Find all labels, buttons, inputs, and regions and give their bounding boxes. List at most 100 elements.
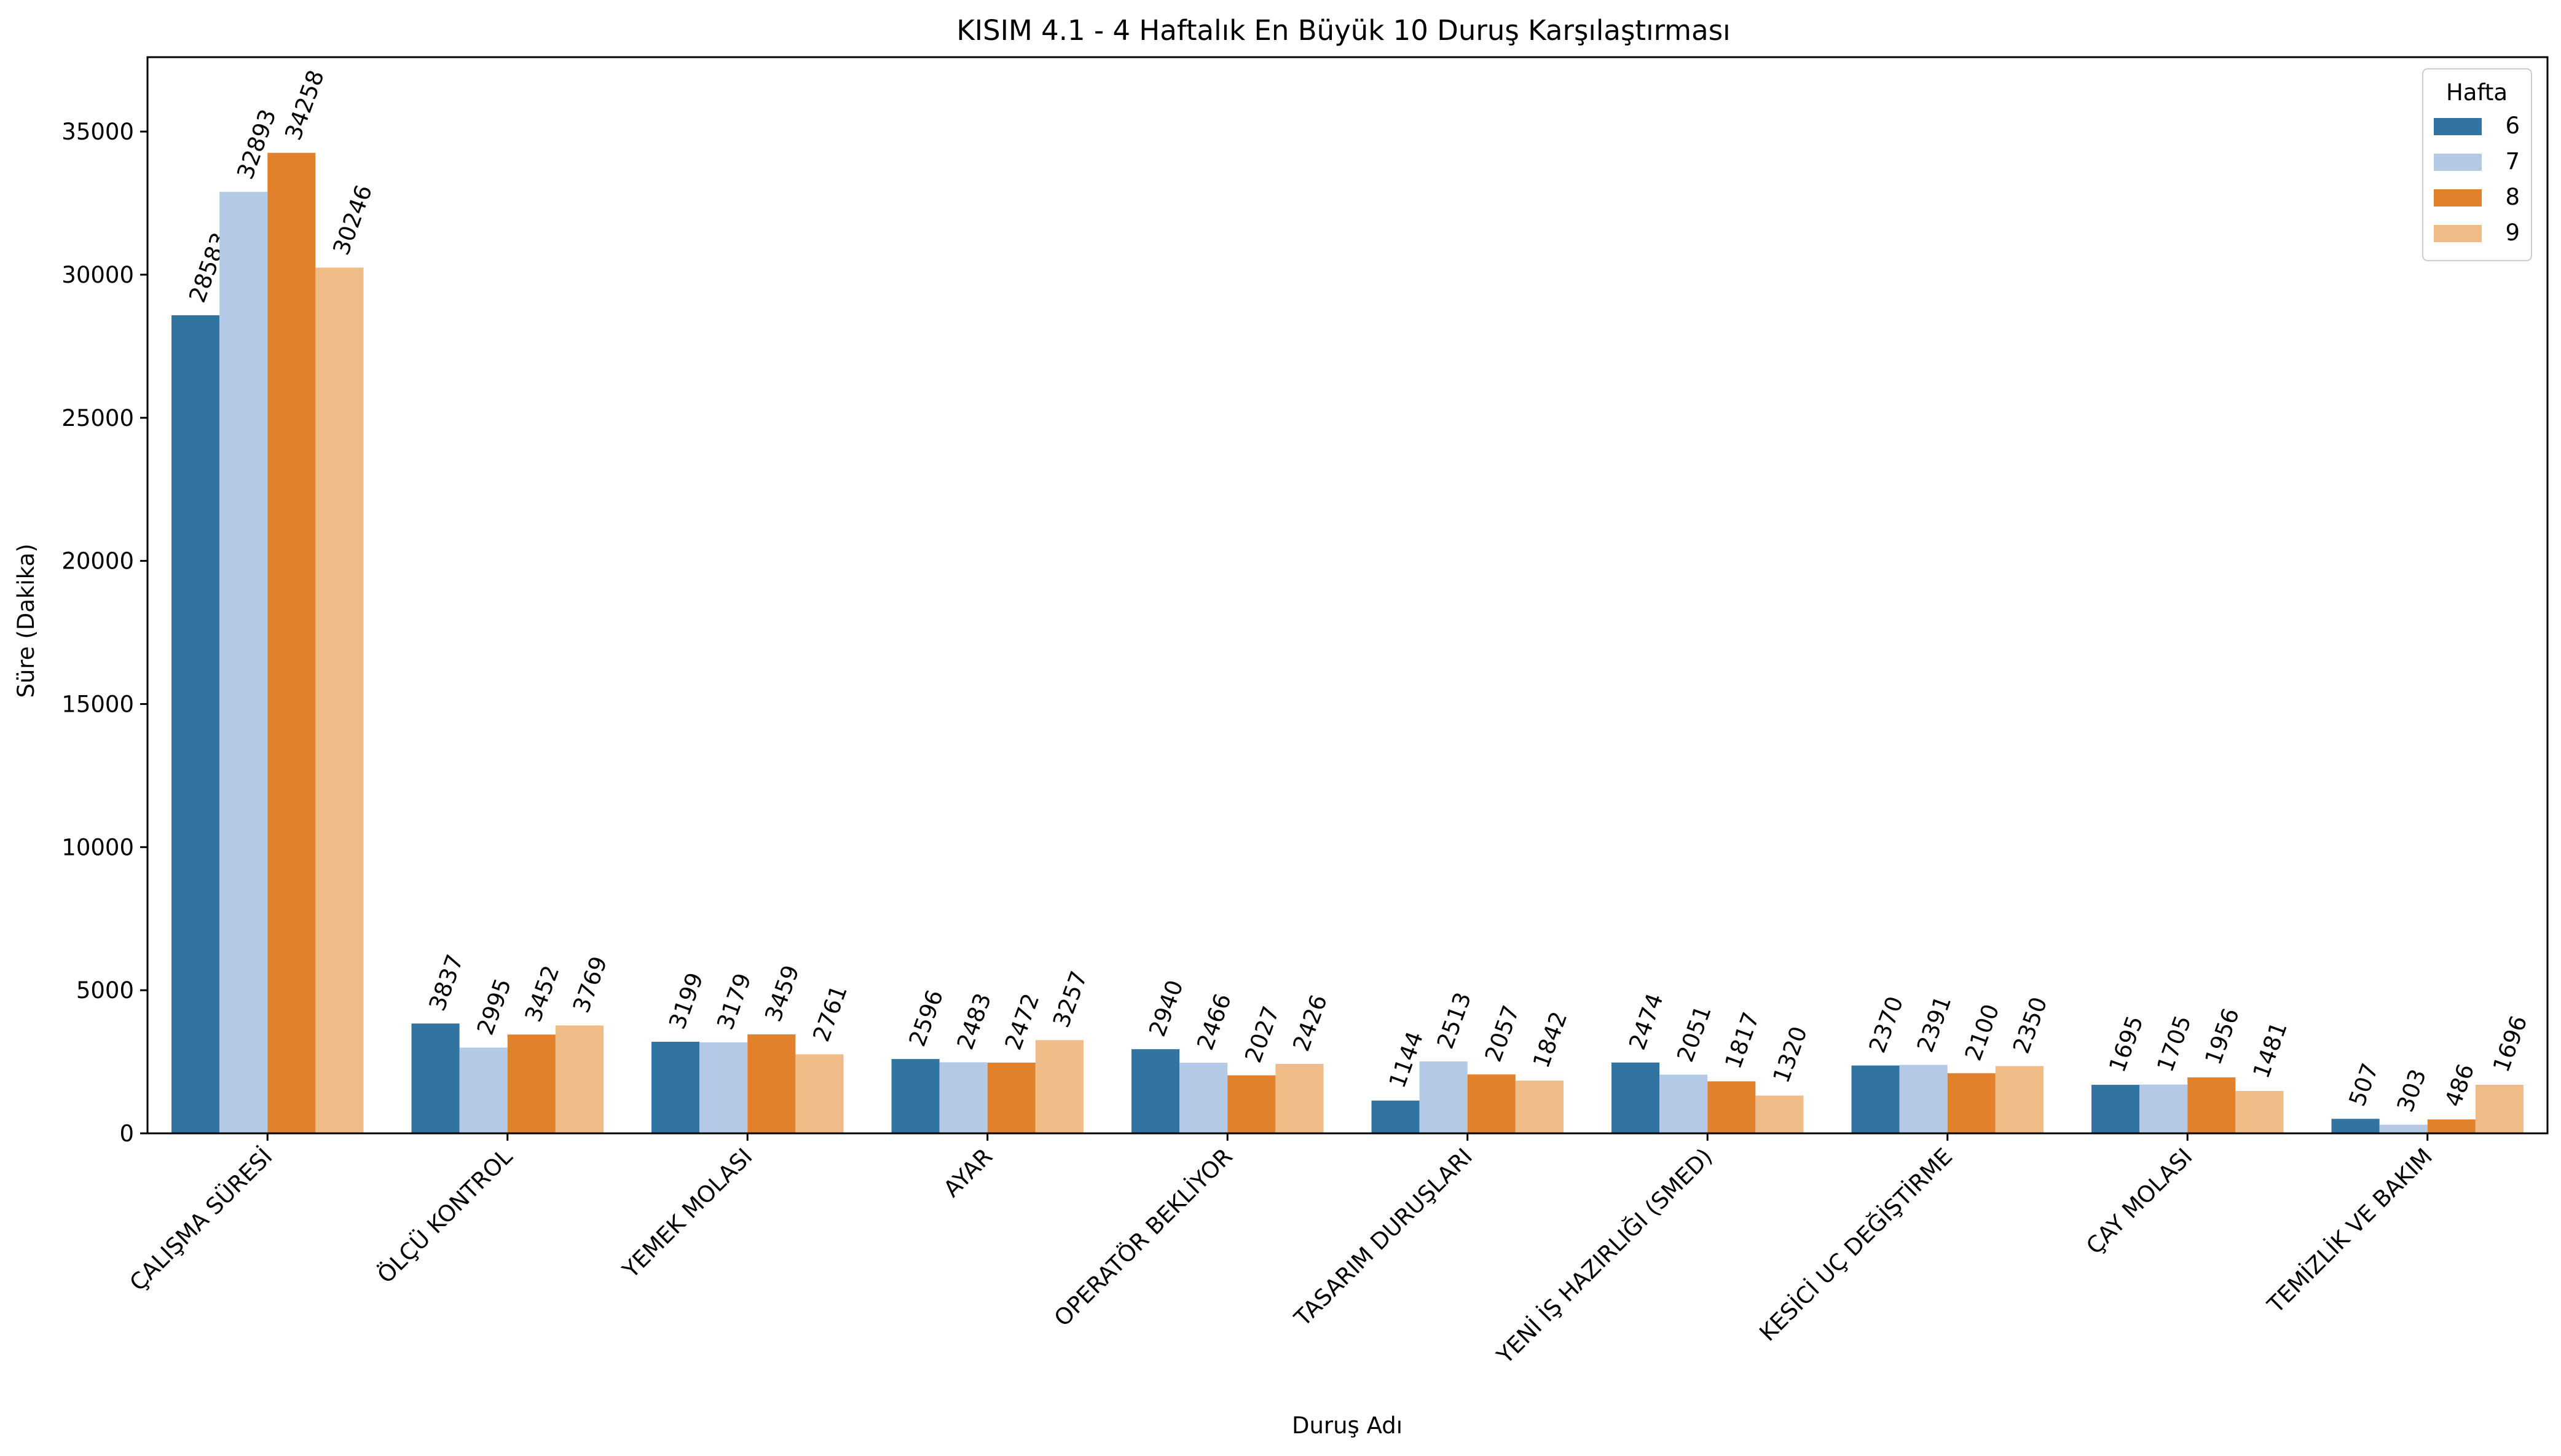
y-tick-label: 10000 bbox=[61, 834, 134, 860]
bar bbox=[507, 1034, 556, 1133]
bar bbox=[2475, 1085, 2524, 1133]
bar bbox=[267, 152, 316, 1134]
bar-value-label: 2027 bbox=[1240, 1002, 1284, 1066]
x-tick-label: AYAR bbox=[938, 1143, 997, 1202]
bar bbox=[1851, 1065, 1900, 1133]
bar-value-label: 3769 bbox=[568, 953, 613, 1016]
bar bbox=[651, 1042, 700, 1133]
legend-title: Hafta bbox=[2446, 79, 2508, 106]
y-tick-label: 30000 bbox=[61, 262, 134, 288]
bar bbox=[1947, 1073, 1996, 1133]
bar-value-label: 3257 bbox=[1048, 967, 1093, 1031]
y-tick-label: 0 bbox=[119, 1120, 134, 1147]
bar bbox=[1995, 1066, 2044, 1133]
bar bbox=[939, 1062, 988, 1133]
bar bbox=[171, 315, 220, 1133]
bar bbox=[891, 1059, 940, 1133]
bar bbox=[1035, 1040, 1084, 1133]
y-tick-label: 25000 bbox=[61, 405, 134, 431]
legend-swatch bbox=[2434, 118, 2482, 135]
bar-value-label: 1956 bbox=[2200, 1005, 2244, 1068]
legend-entry-label: 8 bbox=[2505, 184, 2520, 210]
bar-value-label: 2051 bbox=[1672, 1002, 1717, 1065]
bar bbox=[1899, 1064, 1948, 1133]
bar bbox=[1611, 1062, 1660, 1133]
bar-value-label: 2483 bbox=[952, 990, 997, 1053]
bar-value-label: 303 bbox=[2392, 1066, 2432, 1116]
bar-value-label: 3452 bbox=[520, 962, 565, 1025]
bar-value-label: 30246 bbox=[328, 181, 377, 258]
bar bbox=[2139, 1084, 2188, 1133]
bar-value-label: 1481 bbox=[2248, 1018, 2292, 1082]
plot-frame bbox=[146, 56, 2549, 1135]
bar bbox=[1419, 1061, 1468, 1133]
y-tick-label: 15000 bbox=[61, 691, 134, 717]
bar bbox=[1131, 1049, 1180, 1133]
x-tick-label: TASARIM DURUŞLARI bbox=[1289, 1143, 1477, 1332]
bar-value-label: 2474 bbox=[1624, 990, 1669, 1053]
x-axis-title: Duruş Adı bbox=[1292, 1412, 1402, 1439]
x-tick-label: ÖLÇÜ KONTROL bbox=[372, 1143, 518, 1289]
bar bbox=[315, 267, 364, 1134]
bar bbox=[555, 1025, 604, 1133]
bar bbox=[411, 1023, 460, 1133]
legend-swatch bbox=[2434, 225, 2482, 242]
x-tick-label: ÇALIŞMA SÜRESİ bbox=[125, 1143, 278, 1296]
bar bbox=[219, 192, 268, 1134]
bar bbox=[747, 1034, 796, 1133]
bar-value-label: 3179 bbox=[712, 970, 757, 1033]
bar-value-label: 2350 bbox=[2008, 993, 2053, 1057]
bar bbox=[1515, 1080, 1564, 1133]
bar bbox=[459, 1047, 508, 1133]
bar bbox=[1755, 1095, 1804, 1133]
bar-value-label: 2466 bbox=[1192, 990, 1237, 1053]
bar bbox=[795, 1054, 844, 1133]
bar-value-label: 2940 bbox=[1144, 977, 1189, 1040]
bar-value-label: 1320 bbox=[1768, 1023, 1812, 1086]
chart-title: KISIM 4.1 - 4 Haftalık En Büyük 10 Duruş… bbox=[956, 14, 1730, 47]
bar-value-label: 3837 bbox=[424, 951, 469, 1014]
bar-value-label: 2391 bbox=[1912, 993, 1957, 1056]
bar-value-label: 2057 bbox=[1480, 1002, 1525, 1065]
bar-value-label: 34258 bbox=[280, 66, 329, 143]
bar bbox=[1467, 1074, 1516, 1133]
x-tick-label: KESİCİ UÇ DEĞİŞTİRME bbox=[1754, 1143, 1957, 1346]
bar bbox=[2091, 1085, 2140, 1133]
bar bbox=[1371, 1100, 1420, 1133]
bar-value-label: 2761 bbox=[808, 982, 852, 1045]
bar bbox=[699, 1042, 748, 1133]
legend-swatch bbox=[2434, 189, 2482, 207]
legend: Hafta 6 7 8 9 bbox=[2422, 68, 2532, 261]
bar bbox=[2187, 1077, 2236, 1133]
bar-value-label: 1695 bbox=[2104, 1012, 2149, 1076]
bar-value-label: 486 bbox=[2440, 1060, 2480, 1110]
bar-value-label: 2513 bbox=[1432, 989, 1477, 1052]
bar-value-label: 2100 bbox=[1960, 1001, 2005, 1064]
bar bbox=[987, 1062, 1036, 1133]
bar bbox=[1659, 1074, 1708, 1133]
bar bbox=[1275, 1064, 1324, 1133]
legend-entry-label: 6 bbox=[2505, 112, 2520, 139]
y-tick-label: 5000 bbox=[76, 977, 134, 1004]
bar bbox=[2235, 1091, 2284, 1133]
bar-value-label: 3459 bbox=[760, 962, 804, 1025]
bar-value-label: 3199 bbox=[664, 969, 709, 1033]
x-tick-label: OPERATÖR BEKLİYOR bbox=[1049, 1143, 1238, 1332]
bar bbox=[1707, 1081, 1756, 1133]
x-tick-label: TEMİZLİK VE BAKIM bbox=[2262, 1143, 2437, 1319]
bar-value-label: 1817 bbox=[1720, 1009, 1764, 1072]
y-tick-label: 35000 bbox=[61, 119, 134, 145]
legend-swatch bbox=[2434, 154, 2482, 171]
bar-value-label: 1696 bbox=[2488, 1012, 2533, 1076]
bar-value-label: 2995 bbox=[472, 975, 517, 1038]
x-tick-label: ÇAY MOLASI bbox=[2081, 1143, 2197, 1259]
legend-entry-label: 7 bbox=[2505, 148, 2520, 175]
bar bbox=[2379, 1124, 2428, 1133]
bar bbox=[1179, 1063, 1228, 1133]
bar-value-label: 1842 bbox=[1528, 1008, 1573, 1071]
bar bbox=[2427, 1119, 2476, 1133]
y-axis-title: Süre (Dakika) bbox=[13, 543, 39, 698]
bar bbox=[1227, 1075, 1276, 1133]
bar-value-label: 2596 bbox=[904, 986, 949, 1050]
y-tick-label: 20000 bbox=[61, 548, 134, 575]
